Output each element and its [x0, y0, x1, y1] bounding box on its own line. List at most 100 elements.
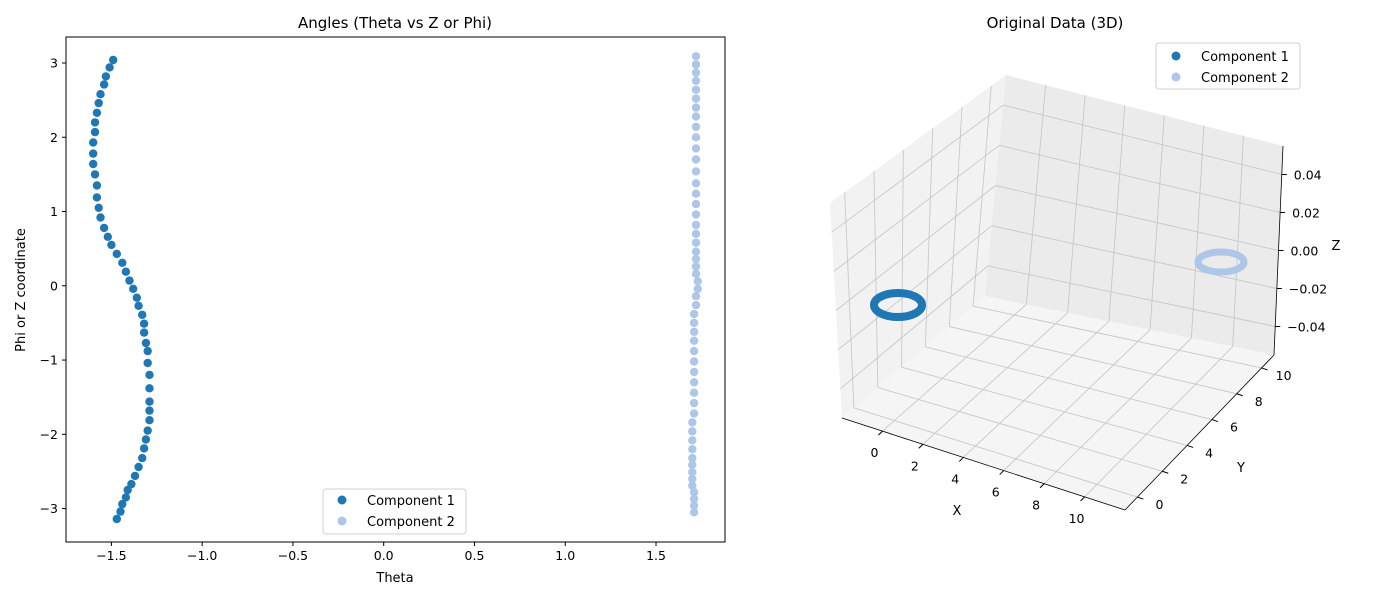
point-s2-47 — [691, 85, 701, 94]
point-s2-35 — [691, 210, 701, 219]
grid-line — [833, 144, 1000, 272]
grid-line — [962, 320, 1110, 458]
x-tick-label: −1.5 — [96, 548, 126, 563]
point-s2-15 — [689, 388, 699, 397]
legend-label-component-2: Component 2 — [1201, 71, 1289, 86]
back-pane — [985, 75, 1283, 355]
ring-component-1 — [870, 289, 926, 321]
angles-chart: Angles (Theta vs Z or Phi) −1.5 −1.0 −0.5 0… — [14, 14, 726, 586]
y-tick-label: −3 — [40, 501, 58, 516]
point-s1-38 — [89, 159, 98, 169]
x-tick-mark — [878, 430, 883, 436]
x-tick-label: 0.5 — [465, 548, 485, 563]
grid-line — [1043, 337, 1192, 485]
point-s2-29 — [691, 262, 701, 271]
grid-line — [991, 225, 1277, 289]
point-s1-18 — [143, 346, 152, 356]
point-s1-2 — [118, 499, 127, 509]
point-s1-3 — [121, 493, 131, 502]
grid-line — [901, 366, 1188, 446]
z-tick-label: 0.00 — [1291, 244, 1319, 259]
grid-line — [835, 185, 996, 311]
grid-line — [1002, 104, 1282, 175]
point-s2-40 — [691, 155, 701, 164]
point-s2-44 — [691, 112, 701, 121]
x-tick-label: 0.0 — [374, 548, 394, 563]
point-s1-28 — [118, 258, 127, 267]
point-s1-21 — [139, 319, 149, 328]
grid-line — [853, 407, 1138, 498]
y-tick-label: 4 — [1205, 445, 1213, 460]
point-s1-31 — [103, 232, 113, 241]
x-tick-label: 0 — [870, 445, 878, 460]
z-tick-label: −0.02 — [1289, 282, 1327, 297]
point-s1-36 — [92, 181, 102, 190]
grid-line — [973, 305, 1262, 369]
point-s1-48 — [105, 63, 114, 72]
point-s1-33 — [96, 213, 105, 222]
point-s2-2 — [689, 494, 699, 504]
y-tick-label: −1 — [40, 353, 58, 368]
point-s1-49 — [109, 55, 118, 65]
point-s2-43 — [691, 122, 701, 132]
legend-frame — [322, 488, 467, 535]
point-s1-10 — [141, 435, 151, 444]
point-s1-29 — [112, 249, 122, 259]
point-s2-21 — [689, 327, 699, 336]
point-s1-30 — [107, 240, 116, 250]
point-s1-37 — [90, 170, 100, 179]
point-s2-30 — [691, 254, 701, 264]
y-tick-mark — [1211, 419, 1219, 423]
point-s2-36 — [691, 199, 701, 209]
point-s1-41 — [90, 127, 100, 137]
point-s2-24 — [691, 300, 701, 310]
point-s2-45 — [691, 103, 701, 112]
angles-chart-x-label: Theta — [375, 571, 413, 586]
legend-frame — [1155, 42, 1301, 90]
point-s2-20 — [689, 336, 699, 345]
point-s1-25 — [129, 284, 138, 293]
point-s1-22 — [138, 310, 147, 319]
x-axis-label: X — [953, 504, 962, 519]
point-s2-34 — [691, 220, 701, 230]
y-axis-label: Y — [1236, 461, 1245, 476]
point-s2-9 — [688, 445, 697, 454]
y-tick-label: 10 — [1276, 368, 1292, 383]
ring-component-2 — [1194, 248, 1248, 276]
x-tick-label: −1.0 — [187, 548, 217, 563]
angles-chart-frame — [65, 36, 726, 543]
y-tick-mark — [1162, 470, 1169, 474]
grid-line — [831, 104, 1004, 233]
legend-label-component-2: Component 2 — [367, 515, 455, 530]
point-s1-35 — [92, 193, 102, 202]
point-s1-45 — [96, 90, 105, 99]
x-tick-mark — [958, 457, 964, 462]
point-s1-23 — [134, 301, 143, 310]
y-tick-label: 1 — [50, 204, 58, 219]
y-tick-label: 0 — [50, 278, 58, 293]
y-tick-mark — [1236, 393, 1243, 397]
point-s2-6 — [688, 468, 697, 477]
y-tick-label: 2 — [1180, 471, 1188, 486]
x-tick-label: −0.5 — [278, 548, 308, 563]
point-s1-20 — [139, 328, 149, 337]
x-tick-label: 4 — [951, 471, 959, 486]
point-s1-6 — [130, 471, 140, 481]
grid-line — [1003, 329, 1151, 471]
point-s2-31 — [691, 247, 701, 256]
x-tick-label: 2 — [911, 458, 919, 473]
point-s1-27 — [121, 267, 131, 276]
point-s1-8 — [138, 453, 147, 463]
z-tick-label: 0.02 — [1292, 206, 1320, 221]
point-s2-14 — [689, 398, 699, 408]
x-tick-label: 6 — [992, 485, 1000, 500]
point-s1-1 — [116, 507, 125, 516]
3d-ticks: 0 2 4 6 8 10 0 2 4 6 8 10 −0.04 −0.02 0.00 0.02 0.04 — [870, 168, 1327, 526]
point-s2-3 — [689, 488, 699, 497]
y-tick-label: 8 — [1255, 394, 1263, 409]
point-s1-5 — [127, 479, 136, 489]
point-s2-26 — [693, 284, 702, 293]
legend-marker-component-1 — [1171, 51, 1181, 61]
point-s1-40 — [89, 138, 98, 147]
